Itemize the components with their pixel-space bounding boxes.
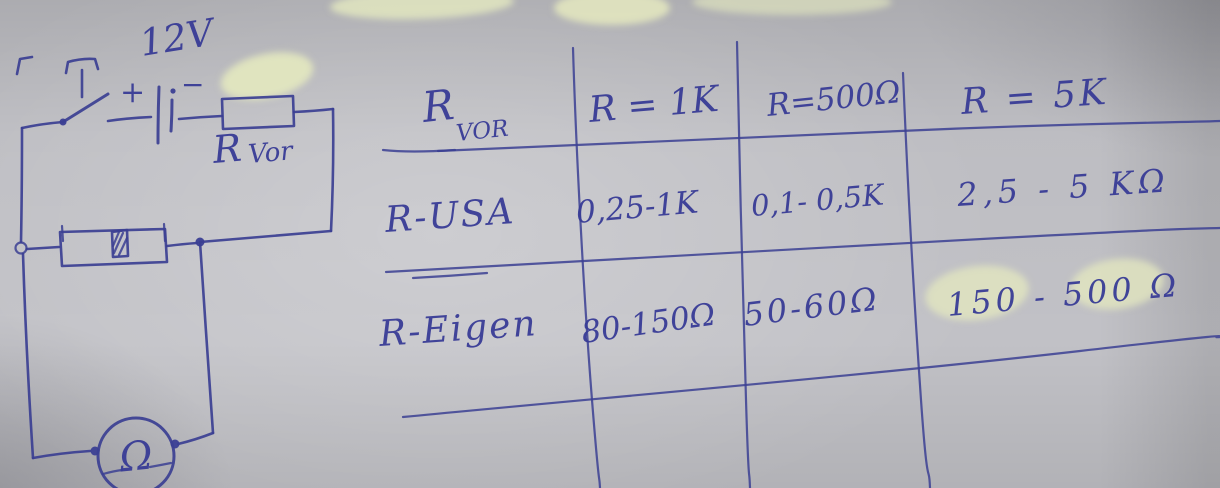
highlighter-smudge-top-3 xyxy=(692,0,892,15)
wire-down-to-meter xyxy=(198,240,215,435)
wire-right-vertical xyxy=(329,107,335,233)
highlighter-smudge-top-1 xyxy=(330,0,514,20)
battery-plate-short xyxy=(169,98,174,133)
row1-value-3: 2,5 - 5 KΩ xyxy=(955,161,1171,214)
series-resistor-icon xyxy=(220,94,335,131)
switch-lever xyxy=(61,92,110,124)
table-row2-underline xyxy=(401,334,1220,419)
battery-icon xyxy=(106,85,224,145)
potentiometer-end-tick-left xyxy=(60,224,65,243)
wire-meter-right xyxy=(176,431,215,446)
battery-plate-long xyxy=(156,85,161,145)
wire-left-vertical-top xyxy=(19,126,24,244)
table-header-underline xyxy=(436,119,1220,153)
row1-label: R-USA xyxy=(383,191,517,241)
row2-label: R-Eigen xyxy=(377,303,539,355)
table-column-divider-1 xyxy=(571,46,602,488)
switch-flag-mark xyxy=(15,55,34,76)
table-col-header-3: R = 5K xyxy=(959,72,1110,123)
highlighter-smudges xyxy=(220,0,1164,321)
potentiometer-wiper-hatch xyxy=(110,228,130,259)
highlighter-smudge-top-2 xyxy=(554,0,670,25)
table-column-divider-2 xyxy=(735,40,752,488)
table-corner-header-sub: VOR xyxy=(455,116,510,147)
ohmmeter-symbol: Ω xyxy=(116,432,155,481)
series-resistor-label-sub: Vor xyxy=(247,136,295,170)
wire-bottom-left xyxy=(31,449,92,460)
potentiometer-icon xyxy=(25,222,199,268)
hatch-line xyxy=(112,231,125,255)
highlighter-smudge-battery xyxy=(220,52,314,100)
potentiometer-box xyxy=(58,227,169,268)
resistor-box xyxy=(220,94,296,131)
row1-value-1: 0,25-1K xyxy=(575,184,702,231)
hatch-line xyxy=(111,230,121,248)
table-corner-header-main: R xyxy=(419,80,457,132)
switch-actuator-cap xyxy=(64,57,100,75)
push-switch-icon xyxy=(15,55,110,130)
wire xyxy=(106,115,153,123)
row1-value-2: 0,1- 0,5K xyxy=(750,177,888,223)
wire xyxy=(292,107,335,114)
row2-value-1: 80-150Ω xyxy=(579,297,717,351)
wire-left-vertical-bottom xyxy=(21,252,35,460)
highlighter-smudge-150 xyxy=(925,265,1029,321)
table-col-header-1: R = 1K xyxy=(586,79,722,131)
table-row: R-Eigen 80-150Ω 50-60Ω 150 - 500 Ω xyxy=(377,266,1182,355)
series-resistor-label-main: R xyxy=(210,126,243,172)
voltage-label: 12V xyxy=(137,10,220,65)
table-column-divider-3 xyxy=(901,71,932,488)
ohmmeter-icon: Ω xyxy=(90,416,180,488)
table-row: R-USA 0,25-1K 0,1- 0,5K 2,5 - 5 KΩ xyxy=(383,161,1171,241)
wire xyxy=(177,114,224,121)
wire xyxy=(25,245,61,251)
ohmmeter-left-dot xyxy=(90,446,100,456)
battery-plate-ink-dot xyxy=(170,88,176,94)
row2-value-2: 50-60Ω xyxy=(741,280,881,334)
table-header-underline-double-stroke xyxy=(381,148,457,153)
junction-ring-left xyxy=(14,241,28,255)
highlighter-smudge-500 xyxy=(1070,258,1164,310)
ohmmeter-circle xyxy=(96,416,176,488)
wire-middle-right xyxy=(198,229,333,244)
ohmmeter-right-dot xyxy=(170,439,180,449)
battery-plus-label: + xyxy=(120,75,145,110)
ohmmeter-symbol-foot-left xyxy=(101,468,124,476)
hatch-line xyxy=(117,236,129,257)
table-col-header-2: R=500Ω xyxy=(764,74,902,124)
ohmmeter-symbol-foot-right xyxy=(148,461,173,469)
table-row1-underline xyxy=(384,226,1220,274)
battery-minus-label: − xyxy=(181,68,204,101)
switch-stub-wire xyxy=(20,120,65,130)
table-row1-label-extra-stroke xyxy=(411,271,489,280)
wire xyxy=(165,241,199,248)
potentiometer-end-tick-right xyxy=(162,222,167,243)
